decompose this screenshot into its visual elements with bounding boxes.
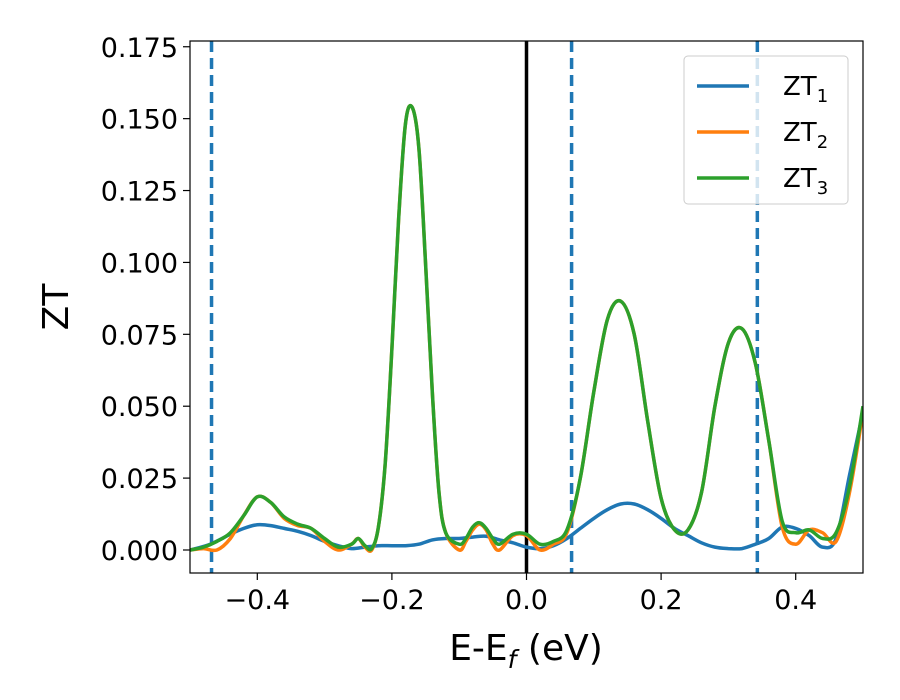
- x-tick-label: 0.4: [774, 585, 817, 616]
- x-axis: −0.4 −0.2 0.0 0.2 0.4: [225, 573, 817, 616]
- legend: ZT1 ZT2 ZT3: [683, 55, 849, 205]
- x-tick-label: 0.0: [505, 585, 548, 616]
- legend-label-zt2: ZT2: [783, 118, 828, 153]
- series-line-zt3: [190, 103, 863, 552]
- series-line-zt1: [190, 411, 863, 552]
- legend-box: [683, 55, 849, 205]
- y-tick-label: 0.000: [101, 536, 178, 567]
- x-axis-title: E-Ef (eV): [449, 628, 603, 674]
- y-axis: 0.000 0.025 0.050 0.075 0.100 0.125 0.150 0.175: [101, 33, 190, 567]
- y-tick-label: 0.125: [101, 177, 178, 208]
- y-tick-label: 0.050: [101, 392, 178, 423]
- y-tick-label: 0.175: [101, 33, 178, 64]
- x-tick-label: 0.2: [640, 585, 683, 616]
- y-tick-label: 0.100: [101, 248, 178, 279]
- y-tick-label: 0.075: [101, 320, 178, 351]
- legend-label-zt1: ZT1: [783, 72, 828, 107]
- y-tick-label: 0.150: [101, 105, 178, 136]
- legend-label-zt3: ZT3: [783, 164, 828, 199]
- x-tick-label: −0.4: [225, 585, 291, 616]
- y-axis-title: ZT: [36, 283, 77, 331]
- y-tick-label: 0.025: [101, 464, 178, 495]
- x-tick-label: −0.2: [359, 585, 425, 616]
